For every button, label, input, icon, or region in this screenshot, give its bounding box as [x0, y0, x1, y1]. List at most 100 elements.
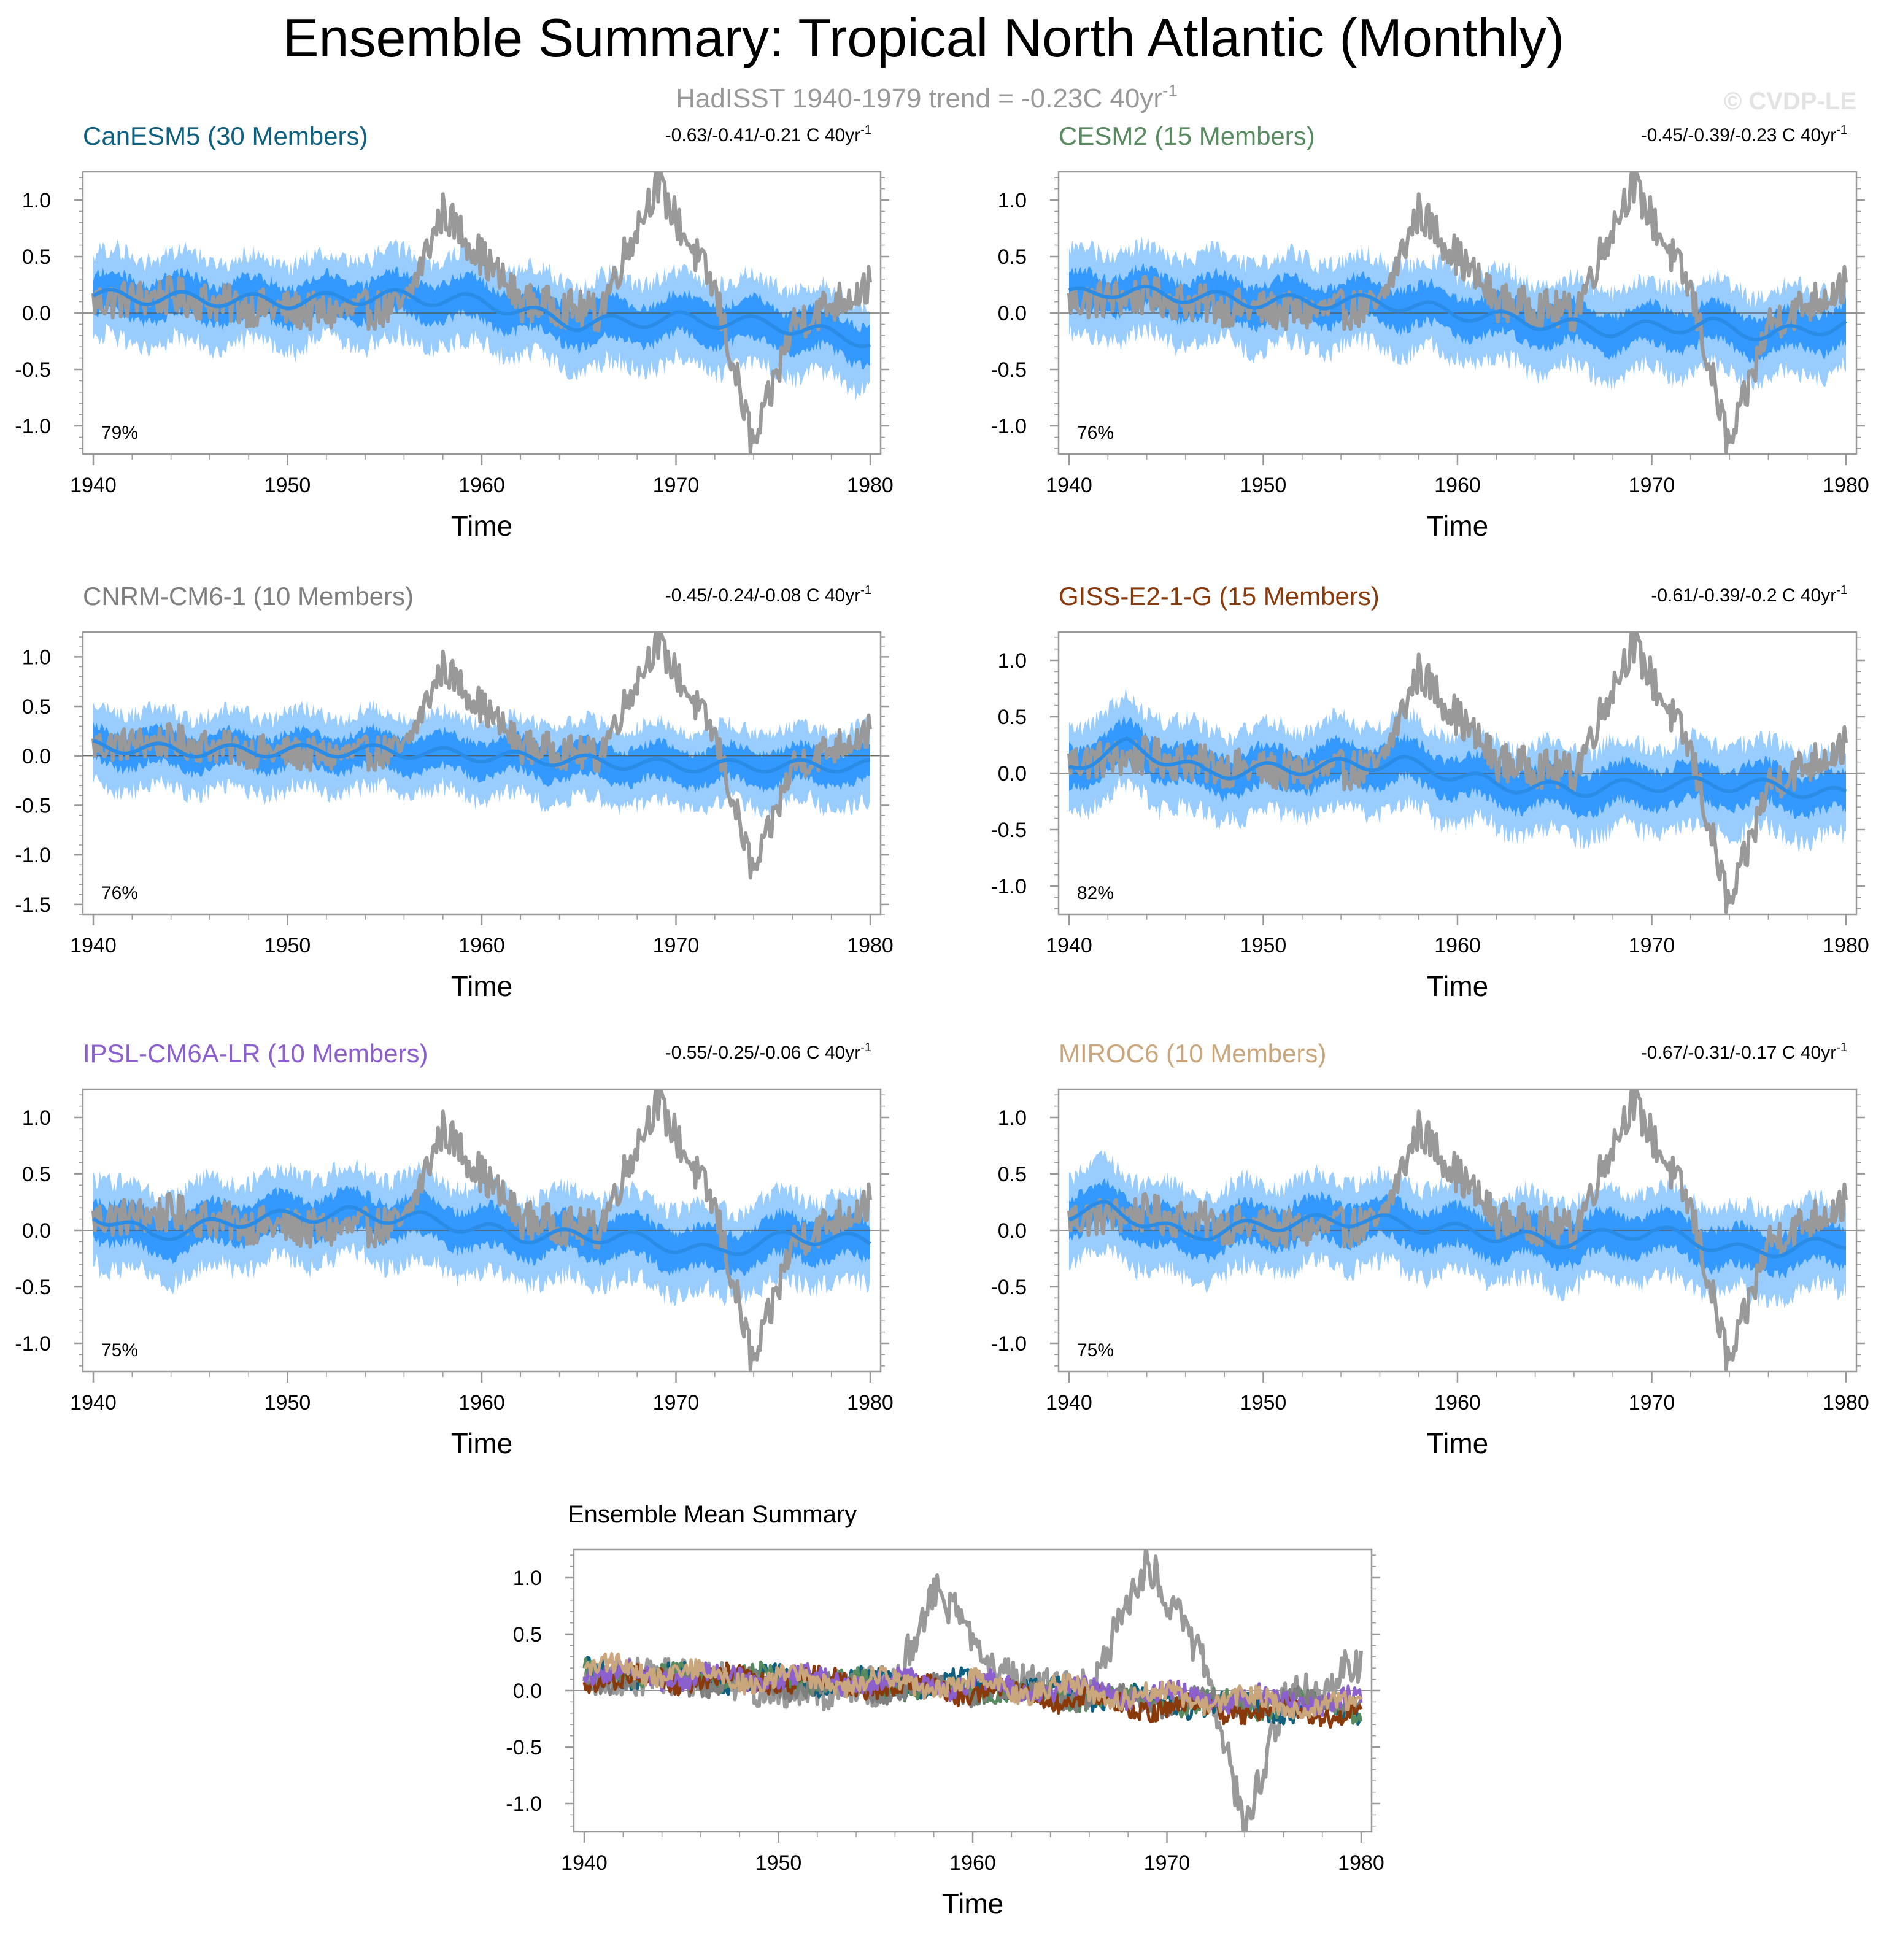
- y-tick-label: -1.0: [990, 415, 1027, 438]
- y-tick-label: 0.5: [22, 245, 51, 269]
- y-tick-label: 0.0: [998, 762, 1027, 785]
- panel-title: Ensemble Mean Summary: [568, 1501, 857, 1528]
- trend-label: -0.45/-0.39/-0.23 C 40yr-1: [1641, 123, 1847, 145]
- x-tick-label: 1960: [949, 1851, 996, 1875]
- y-tick-label: -0.5: [990, 819, 1027, 842]
- y-tick-label: 1.0: [998, 189, 1027, 212]
- plot-area: [1059, 632, 1856, 914]
- plot-area: [574, 1549, 1372, 1832]
- panel-title: MIROC6 (10 Members): [1059, 1039, 1326, 1068]
- y-tick-label: 0.5: [998, 1163, 1027, 1186]
- trend-label-text: -0.55/-0.25/-0.06 C 40yr: [665, 1043, 861, 1063]
- x-tick-label: 1980: [1823, 934, 1869, 957]
- x-tick-label: 1960: [458, 1391, 505, 1414]
- summary-line-miroc6: [583, 1652, 1363, 1720]
- observations-line: [1067, 632, 1848, 914]
- ensemble-mean-line: [1068, 1200, 1847, 1259]
- y-tick-label: 0.5: [22, 1163, 51, 1186]
- plot-area: [83, 172, 881, 454]
- x-tick-label: 1950: [1240, 1391, 1287, 1414]
- y-tick-label: 1.0: [22, 189, 51, 212]
- y-tick-label: -0.5: [990, 358, 1027, 382]
- panel-title: GISS-E2-1-G (15 Members): [1059, 582, 1380, 611]
- trend-label-text: -0.45/-0.24/-0.08 C 40yr: [665, 585, 861, 606]
- x-tick-label: 1940: [70, 934, 117, 957]
- percent-label: 76%: [1077, 423, 1114, 443]
- x-tick-label: 1970: [653, 474, 700, 497]
- panel-1: 1.0 0.5 0.0 -0.5 -1.0 1940 1950 1960 1970 1980 Tim…: [15, 122, 893, 542]
- y-tick-label: 0.5: [998, 245, 1027, 269]
- x-tick-label: 1970: [1629, 1391, 1675, 1414]
- panel-title: CNRM-CM6-1 (10 Members): [83, 582, 414, 611]
- figure-title: Ensemble Summary: Tropical North Atlanti…: [283, 7, 1564, 68]
- y-tick-label: 1.0: [998, 649, 1027, 673]
- panel-7: 1.0 0.5 0.0 -0.5 -1.0 1940 1950 1960 1970 1980 Tim…: [506, 1501, 1384, 1919]
- percent-label: 79%: [101, 423, 138, 443]
- x-tick-label: 1970: [1144, 1851, 1191, 1875]
- trend-label-text: -0.67/-0.31/-0.17 C 40yr: [1641, 1043, 1837, 1063]
- ensemble-mean-line: [92, 288, 871, 349]
- trend-label-text: -0.61/-0.39/-0.2 C 40yr: [1651, 585, 1836, 606]
- y-tick-label: 0.5: [998, 706, 1027, 729]
- x-tick-label: 1950: [264, 474, 311, 497]
- x-tick-label: 1950: [264, 934, 311, 957]
- ensemble-mean-line: [92, 1205, 871, 1256]
- y-tick-label: -1.0: [990, 1332, 1027, 1356]
- y-tick-label: 0.0: [22, 1219, 51, 1243]
- ensemble-mean-line: [1068, 284, 1847, 342]
- x-axis-label: Time: [1427, 970, 1489, 1002]
- trend-label-superscript: -1: [860, 1041, 871, 1054]
- trend-label: -0.67/-0.31/-0.17 C 40yr-1: [1641, 1041, 1847, 1063]
- y-tick-label: -1.0: [506, 1792, 542, 1816]
- x-tick-label: 1940: [1046, 934, 1092, 957]
- x-tick-label: 1940: [70, 474, 117, 497]
- panels: 1.0 0.5 0.0 -0.5 -1.0 1940 1950 1960 1970 1980 Tim…: [15, 122, 1869, 1919]
- panel-3: 1.0 0.5 0.0 -0.5 -1.0 -1.5 1940 1950 1960 1970 198…: [15, 582, 893, 1002]
- x-tick-label: 1960: [458, 934, 505, 957]
- ensemble-mean-line: [1068, 736, 1847, 800]
- x-tick-label: 1960: [458, 474, 505, 497]
- subtitle-superscript: -1: [1162, 81, 1178, 100]
- plot-area: [83, 1089, 881, 1372]
- y-tick-label: -0.5: [506, 1736, 542, 1759]
- y-tick-label: 0.0: [22, 745, 51, 768]
- x-axis-label: Time: [1427, 1427, 1489, 1459]
- trend-label: -0.61/-0.39/-0.2 C 40yr-1: [1651, 584, 1847, 606]
- percent-label: 75%: [101, 1340, 138, 1360]
- trend-label-superscript: -1: [860, 123, 871, 137]
- y-tick-label: -0.5: [15, 358, 51, 382]
- ensemble-spread-outer: [93, 239, 870, 401]
- x-tick-label: 1970: [653, 934, 700, 957]
- ensemble-spread-inner: [1069, 1178, 1846, 1280]
- observations-line: [91, 1089, 872, 1372]
- panel-6: 1.0 0.5 0.0 -0.5 -1.0 1940 1950 1960 1970 1980 Tim…: [990, 1039, 1869, 1459]
- x-tick-label: 1980: [1823, 474, 1869, 497]
- y-tick-label: -1.0: [15, 1332, 51, 1356]
- y-tick-label: -1.0: [990, 875, 1027, 898]
- trend-label-text: -0.45/-0.39/-0.23 C 40yr: [1641, 125, 1837, 145]
- x-tick-label: 1950: [1240, 474, 1287, 497]
- trend-label: -0.63/-0.41/-0.21 C 40yr-1: [665, 123, 871, 145]
- x-tick-label: 1980: [847, 1391, 894, 1414]
- y-tick-label: -1.0: [15, 415, 51, 438]
- observations-line: [1067, 172, 1848, 454]
- observations-line: [91, 172, 872, 454]
- trend-label: -0.45/-0.24/-0.08 C 40yr-1: [665, 584, 871, 606]
- x-axis-label: Time: [451, 1427, 513, 1459]
- figure-subtitle: HadISST 1940-1979 trend = -0.23C 40yr-1: [676, 81, 1178, 114]
- y-tick-label: 0.0: [22, 302, 51, 325]
- trend-label-text: -0.63/-0.41/-0.21 C 40yr: [665, 125, 861, 145]
- percent-label: 75%: [1077, 1340, 1114, 1360]
- trend-label-superscript: -1: [860, 584, 871, 597]
- observations-line: [1067, 1089, 1848, 1372]
- panel-5: 1.0 0.5 0.0 -0.5 -1.0 1940 1950 1960 1970 1980 Tim…: [15, 1039, 893, 1459]
- y-tick-label: -0.5: [15, 1276, 51, 1299]
- x-tick-label: 1960: [1434, 934, 1481, 957]
- x-axis-label: Time: [1427, 510, 1489, 542]
- y-tick-label: 0.0: [513, 1680, 542, 1703]
- percent-label: 76%: [101, 883, 138, 903]
- ensemble-mean-line: [93, 738, 871, 774]
- y-tick-label: 1.0: [22, 646, 51, 669]
- plot-area: [1059, 172, 1856, 454]
- panel-2: 1.0 0.5 0.0 -0.5 -1.0 1940 1950 1960 1970 1980 Tim…: [990, 122, 1869, 542]
